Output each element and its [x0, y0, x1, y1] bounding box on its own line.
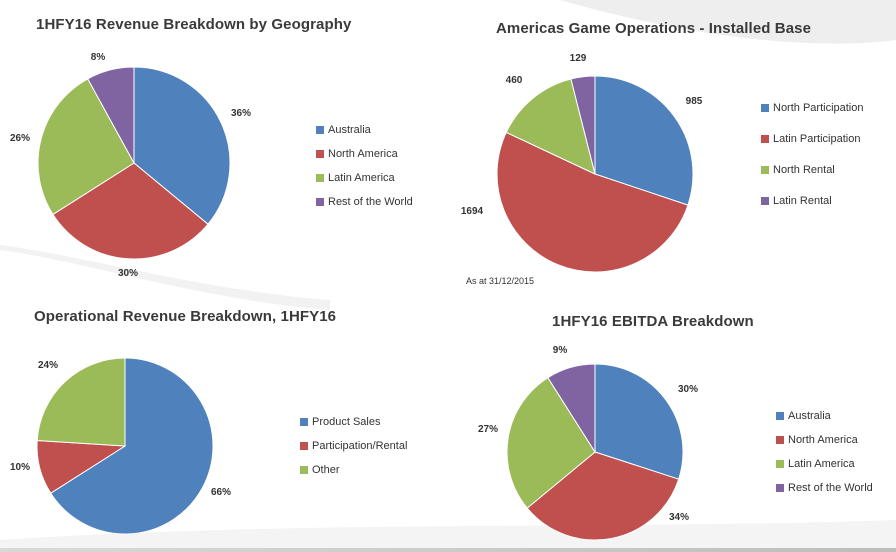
- chart-installed-base: Americas Game Operations - Installed Bas…: [461, 20, 864, 286]
- pie-slice-australia: [133, 66, 231, 225]
- data-label-australia: 30%: [678, 384, 698, 395]
- pie-chart: 985 1694 460 129: [461, 53, 703, 273]
- pie-chart: 36% 30% 26% 8%: [10, 52, 251, 279]
- data-label-latin-america: 27%: [478, 424, 498, 435]
- legend-label: Australia: [788, 410, 831, 422]
- legend-label: Latin Participation: [773, 133, 861, 145]
- chart-title: 1HFY16 Revenue Breakdown by Geography: [36, 16, 352, 33]
- data-label-product-sales: 66%: [211, 487, 231, 498]
- data-label-participation-rental: 10%: [10, 462, 30, 473]
- legend-item-other: Other: [300, 464, 340, 476]
- data-label-australia: 36%: [231, 108, 251, 119]
- pie-slice-latin-america: [37, 78, 135, 216]
- legend-swatch: [776, 484, 784, 492]
- data-label-rest-of-the-world: 8%: [91, 52, 106, 63]
- legend-item-latin-participation: Latin Participation: [761, 133, 860, 145]
- pie-slice-australia: [594, 363, 684, 480]
- legend-swatch: [776, 412, 784, 420]
- legend-swatch: [300, 418, 308, 426]
- legend-label: Latin America: [788, 458, 855, 470]
- pie-slice-latin-rental: [570, 75, 596, 175]
- chart-operational-revenue: Operational Revenue Breakdown, 1HFY16 66…: [0, 300, 440, 550]
- data-label-north-america: 30%: [118, 268, 138, 279]
- legend-item-rest-of-the-world: Rest of the World: [776, 482, 873, 494]
- legend-swatch: [761, 135, 769, 143]
- legend-swatch: [761, 197, 769, 205]
- legend-swatch: [300, 466, 308, 474]
- data-label-other: 24%: [38, 360, 58, 371]
- pie-slice-north-rental: [505, 78, 596, 175]
- legend-swatch: [776, 460, 784, 468]
- pie-slice-rest-of-the-world: [87, 66, 135, 164]
- data-label-north-participation: 985: [686, 96, 703, 107]
- legend-swatch: [316, 150, 324, 158]
- legend-label: Rest of the World: [328, 196, 413, 208]
- pie-slice-north-america: [52, 162, 209, 260]
- legend-item-latin-america: Latin America: [316, 172, 395, 184]
- chart-note: As at 31/12/2015: [466, 276, 535, 286]
- legend-label: Product Sales: [312, 416, 381, 428]
- legend-swatch: [300, 442, 308, 450]
- legend-label: Australia: [328, 124, 371, 136]
- legend-item-north-america: North America: [776, 434, 858, 446]
- pie-chart: 30% 34% 27% 9%: [478, 345, 698, 541]
- legend-item-rest-of-the-world: Rest of the World: [316, 196, 413, 208]
- legend-label: Latin Rental: [773, 195, 832, 207]
- legend-label: North America: [328, 148, 398, 160]
- legend-swatch: [761, 166, 769, 174]
- legend-label: Rest of the World: [788, 482, 873, 494]
- legend-label: North Rental: [773, 164, 835, 176]
- legend-swatch: [316, 198, 324, 206]
- pie-chart: 66% 10% 24%: [10, 357, 231, 535]
- data-label-latin-rental: 129: [570, 53, 587, 64]
- legend-item-latin-rental: Latin Rental: [761, 195, 832, 207]
- legend-item-australia: Australia: [776, 410, 831, 422]
- legend-item-north-rental: North Rental: [761, 164, 835, 176]
- legend-item-latin-america: Latin America: [776, 458, 855, 470]
- legend-label: North Participation: [773, 102, 864, 114]
- legend-label: Latin America: [328, 172, 395, 184]
- legend-item-australia: Australia: [316, 124, 371, 136]
- legend-item-north-america: North America: [316, 148, 398, 160]
- legend-label: Other: [312, 464, 340, 476]
- chart-title: 1HFY16 EBITDA Breakdown: [552, 313, 754, 330]
- chart-ebitda: 1HFY16 EBITDA Breakdown 30% 34% 27% 9% Aust…: [0, 300, 896, 550]
- pie-slice-rest-of-the-world: [547, 363, 596, 454]
- data-label-rest-of-the-world: 9%: [553, 345, 568, 356]
- pie-slice-latin-participation: [496, 131, 689, 273]
- pie-slice-north-america: [526, 451, 680, 541]
- legend-item-product-sales: Product Sales: [300, 416, 380, 428]
- legend-swatch: [316, 126, 324, 134]
- legend-swatch: [776, 436, 784, 444]
- legend-swatch: [761, 104, 769, 112]
- legend-label: North America: [788, 434, 858, 446]
- data-label-latin-america: 26%: [10, 133, 30, 144]
- data-label-latin-participation: 1694: [461, 206, 484, 217]
- legend-item-participation-rental: Participation/Rental: [300, 440, 407, 452]
- pie-slice-other: [36, 357, 126, 447]
- chart-title: Operational Revenue Breakdown, 1HFY16: [34, 308, 337, 325]
- legend-label: Participation/Rental: [312, 440, 408, 452]
- data-label-north-america: 34%: [669, 512, 689, 523]
- data-label-north-rental: 460: [506, 75, 523, 86]
- legend-item-north-participation: North Participation: [761, 102, 864, 114]
- legend-swatch: [316, 174, 324, 182]
- chart-title: Americas Game Operations - Installed Bas…: [496, 20, 812, 37]
- chart-revenue-geography: 1HFY16 Revenue Breakdown by Geography 36…: [0, 0, 440, 290]
- pie-slice-product-sales: [50, 357, 214, 535]
- footer-divider: [0, 548, 896, 552]
- pie-slice-north-participation: [594, 75, 694, 206]
- pie-slice-latin-america: [506, 377, 596, 509]
